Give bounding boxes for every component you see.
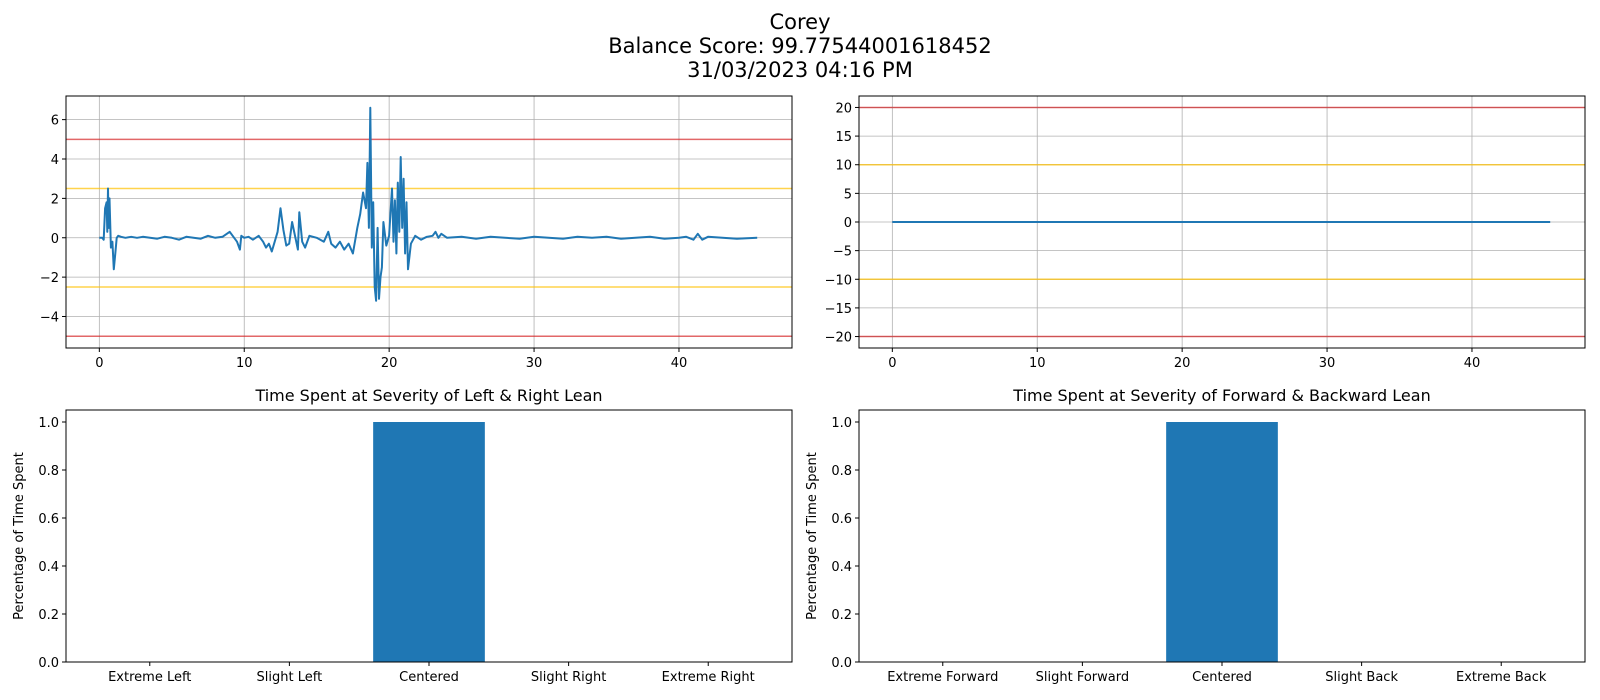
x-tick-label: 0 xyxy=(888,356,896,371)
y-tick-label: −5 xyxy=(833,245,852,260)
y-tick-label: 0 xyxy=(844,216,852,231)
x-tick-labels: Extreme Forward Slight Forward Centered Sli… xyxy=(887,662,1547,685)
left-right-severity-bar-chart: Time Spent at Severity of Left & Right L… xyxy=(12,386,793,685)
x-tick-label: Centered xyxy=(399,670,459,685)
chart-title: Time Spent at Severity of Forward & Back… xyxy=(1012,386,1430,405)
x-tick-labels: 0 10 20 30 40 xyxy=(888,348,1480,371)
y-tick-labels: 0.0 0.2 0.4 0.6 0.8 1.0 xyxy=(38,416,66,671)
x-tick-label: 40 xyxy=(1464,356,1481,371)
plot-frame xyxy=(858,409,1586,663)
bar xyxy=(373,422,485,662)
y-tick-label: 0.2 xyxy=(38,608,59,623)
x-tick-label: Slight Forward xyxy=(1036,670,1129,685)
y-tick-label: 1.0 xyxy=(831,416,852,431)
y-axis-label: Percentage of Time Spent xyxy=(12,452,27,620)
x-tick-label: 0 xyxy=(95,356,103,371)
y-tick-label: 0.6 xyxy=(831,512,852,527)
y-tick-label: 15 xyxy=(835,130,852,145)
y-tick-label: 20 xyxy=(835,101,852,116)
x-tick-label: 10 xyxy=(236,356,253,371)
y-axis-label: Percentage of Time Spent xyxy=(805,452,820,620)
y-tick-label: 0.2 xyxy=(831,608,852,623)
y-tick-label: 0.8 xyxy=(831,464,852,479)
y-tick-label: 2 xyxy=(51,192,59,207)
x-tick-label: Slight Right xyxy=(531,670,606,685)
bar xyxy=(1166,422,1278,662)
y-tick-label: 6 xyxy=(51,114,59,129)
plot-frame xyxy=(858,95,1586,349)
threshold-lines xyxy=(859,106,1585,338)
figure-title-name: Corey xyxy=(769,10,830,34)
x-tick-label: Extreme Right xyxy=(662,670,755,685)
y-tick-labels: −20 −15 −10 −5 0 5 10 15 20 xyxy=(825,101,859,346)
series-line xyxy=(99,106,758,302)
y-tick-label: 0.0 xyxy=(831,656,852,671)
chart-title: Time Spent at Severity of Left & Right L… xyxy=(254,386,602,405)
y-tick-label: 0.6 xyxy=(38,512,59,527)
x-tick-labels: 0 10 20 30 40 xyxy=(95,348,687,371)
figure-title-score: Balance Score: 99.77544001618452 xyxy=(608,34,991,58)
x-tick-label: 30 xyxy=(1319,356,1336,371)
plot-frame xyxy=(65,409,793,663)
x-tick-label: 20 xyxy=(1174,356,1191,371)
y-tick-label: 1.0 xyxy=(38,416,59,431)
x-tick-label: Extreme Left xyxy=(108,670,191,685)
plot-frame xyxy=(65,95,793,349)
lean-forward-back-line-chart: 0 10 20 30 40 −20 −15 −10 −5 0 5 10 15 20 xyxy=(825,95,1586,371)
series-layer xyxy=(99,106,758,302)
x-tick-label: Slight Back xyxy=(1325,670,1398,685)
y-tick-labels: −4 −2 0 2 4 6 xyxy=(40,114,66,326)
y-tick-label: 10 xyxy=(835,159,852,174)
y-tick-label: −2 xyxy=(40,271,59,286)
y-tick-label: −10 xyxy=(825,273,852,288)
y-tick-label: 4 xyxy=(51,153,59,168)
x-tick-label: Centered xyxy=(1192,670,1252,685)
x-tick-label: Extreme Back xyxy=(1456,670,1547,685)
x-tick-labels: Extreme Left Slight Left Centered Slight Ri… xyxy=(108,662,755,685)
chart-grid xyxy=(66,96,792,348)
x-tick-label: 40 xyxy=(671,356,688,371)
figure-title-datetime: 31/03/2023 04:16 PM xyxy=(687,58,913,82)
bars xyxy=(1166,422,1278,662)
threshold-lines xyxy=(66,138,792,337)
x-tick-label: Slight Left xyxy=(257,670,323,685)
y-tick-label: 0 xyxy=(51,232,59,247)
y-tick-labels: 0.0 0.2 0.4 0.6 0.8 1.0 xyxy=(831,416,859,671)
lean-left-right-line-chart: 0 10 20 30 40 −4 −2 0 2 4 6 xyxy=(40,95,793,371)
x-tick-label: Extreme Forward xyxy=(887,670,998,685)
figure-title: Corey Balance Score: 99.77544001618452 3… xyxy=(608,10,991,82)
x-tick-label: 10 xyxy=(1029,356,1046,371)
y-tick-label: 0.4 xyxy=(38,560,59,575)
bars xyxy=(373,422,485,662)
y-tick-label: 5 xyxy=(844,187,852,202)
y-tick-label: −20 xyxy=(825,331,852,346)
y-tick-label: 0.0 xyxy=(38,656,59,671)
y-tick-label: −15 xyxy=(825,302,852,317)
y-tick-label: 0.4 xyxy=(831,560,852,575)
y-tick-label: 0.8 xyxy=(38,464,59,479)
x-tick-label: 20 xyxy=(381,356,398,371)
y-tick-label: −4 xyxy=(40,311,59,326)
x-tick-label: 30 xyxy=(526,356,543,371)
forward-back-severity-bar-chart: Time Spent at Severity of Forward & Back… xyxy=(805,386,1586,685)
